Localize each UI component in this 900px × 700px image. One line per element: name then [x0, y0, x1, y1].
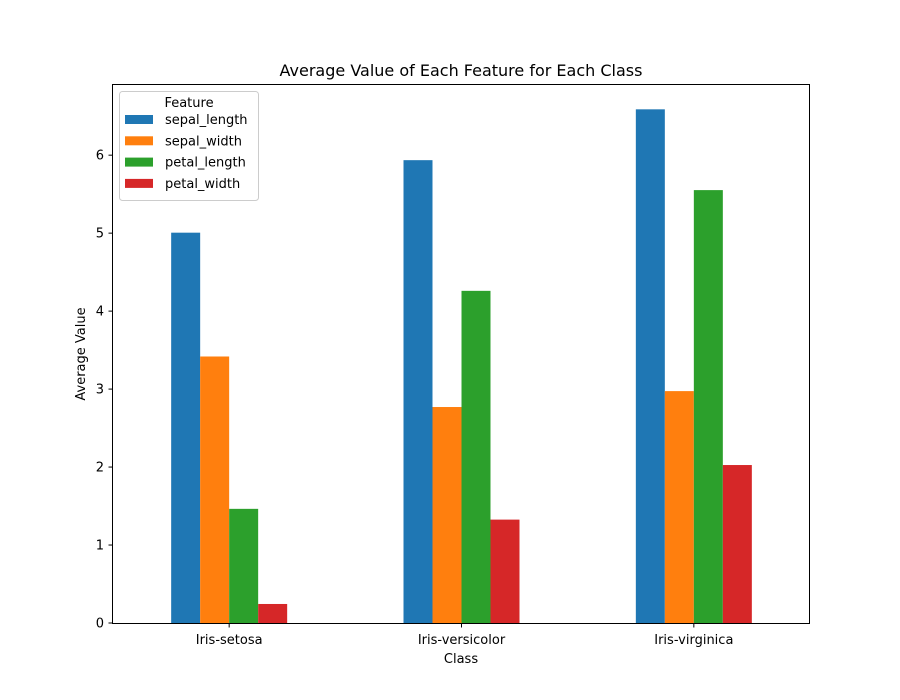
y-tick-label: 1 [96, 539, 104, 554]
y-tick-label: 4 [96, 305, 104, 320]
chart-title: Average Value of Each Feature for Each C… [280, 61, 643, 80]
bar-petal_length-iris-virginica [693, 190, 723, 624]
bars-group [171, 109, 752, 624]
bar-sepal_width-iris-versicolor [432, 407, 462, 623]
bar-petal_length-iris-setosa [229, 508, 259, 623]
legend-box [119, 91, 259, 201]
y-tick-label: 3 [96, 383, 104, 398]
y-tick-label: 6 [96, 149, 104, 164]
y-axis: 0 1 2 3 4 5 6 [96, 149, 113, 632]
bar-sepal_length-iris-virginica [635, 109, 665, 623]
legend-title: Feature [164, 96, 213, 111]
x-axis: Iris-setosa Iris-versicolor Iris-virginica [196, 623, 733, 648]
legend-label-sepal_length: sepal_length [165, 113, 248, 128]
bar-sepal_length-iris-versicolor [403, 160, 433, 623]
legend: Feature sepal_length sepal_width petal_len… [119, 91, 259, 201]
legend-swatch-sepal_length [125, 115, 153, 124]
x-tick-label: Iris-virginica [654, 633, 733, 648]
bar-sepal_length-iris-setosa [171, 232, 201, 623]
y-axis-label: Average Value [74, 307, 89, 400]
legend-swatch-petal_width [125, 178, 153, 188]
bar-petal_length-iris-versicolor [461, 290, 491, 623]
legend-label-petal_width: petal_width [165, 177, 240, 192]
legend-swatch-sepal_width [125, 136, 153, 146]
legend-label-sepal_width: sepal_width [165, 134, 242, 149]
x-tick-label: Iris-setosa [196, 633, 263, 648]
bar-petal_width-iris-versicolor [490, 519, 520, 623]
legend-label-petal_length: petal_length [165, 156, 246, 171]
legend-swatch-petal_length [125, 157, 153, 167]
y-tick-label: 2 [96, 461, 104, 476]
bar-petal_width-iris-setosa [258, 603, 288, 623]
x-tick-label: Iris-versicolor [418, 633, 506, 648]
y-tick-label: 0 [96, 617, 104, 632]
y-tick-label: 5 [96, 227, 104, 242]
bar-sepal_width-iris-virginica [664, 391, 694, 623]
bar-petal_width-iris-virginica [722, 465, 752, 623]
x-axis-label: Class [444, 652, 478, 667]
bar-sepal_width-iris-setosa [200, 356, 230, 623]
